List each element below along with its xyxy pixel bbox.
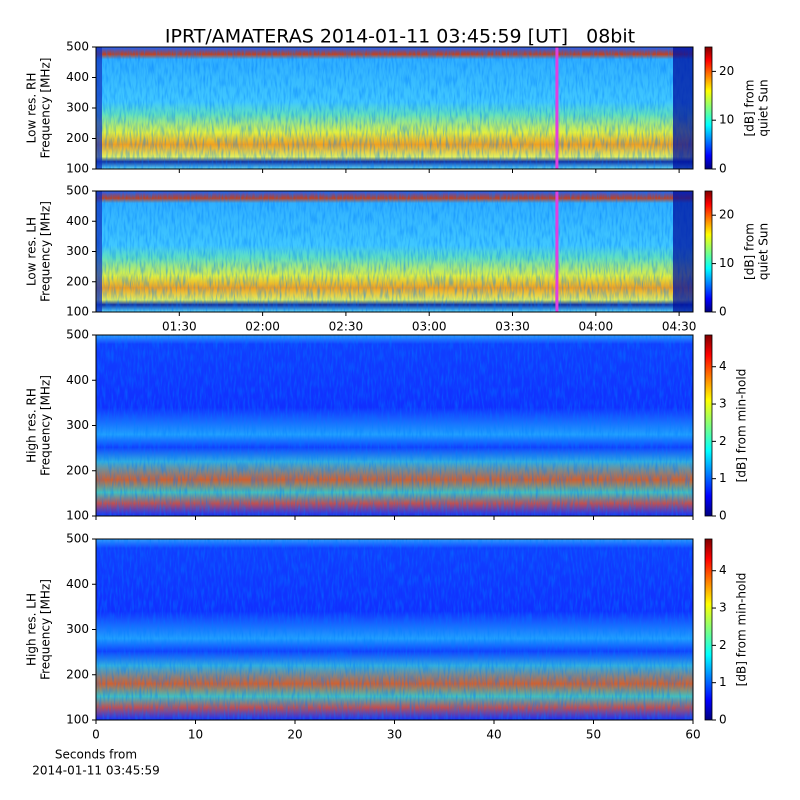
y-tick-label: 100 [66, 509, 89, 523]
y-tick-label: 400 [66, 70, 89, 84]
colorbar-tick-label: 2 [719, 638, 727, 652]
y-axis-label: High res. RH [25, 388, 39, 463]
colorbar-tick-label: 4 [719, 359, 727, 373]
colorbar-label: [dB] from min-hold [735, 369, 749, 483]
colorbar-tick-label: 20 [719, 64, 734, 78]
colorbar-tick-label: 0 [719, 162, 727, 176]
colorbar-label: quiet Sun [757, 223, 771, 280]
y-axis-label: Frequency [MHz] [39, 375, 53, 476]
y-tick-label: 200 [66, 274, 89, 288]
y-tick-label: 200 [66, 463, 89, 477]
colorbar [704, 46, 713, 170]
x-tick-label: 10 [188, 728, 203, 742]
y-axis-label: Low res. RH [25, 73, 39, 144]
x-tick-label: 01:30 [162, 320, 197, 334]
colorbar-label: [dB] from min-hold [735, 573, 749, 687]
y-axis-label: Frequency [MHz] [39, 58, 53, 159]
y-tick-label: 100 [66, 305, 89, 319]
colorbar-tick-label: 4 [719, 563, 727, 577]
y-tick-label: 300 [66, 622, 89, 636]
x-tick-label: 04:30 [662, 320, 697, 334]
y-tick-label: 300 [66, 418, 89, 432]
y-tick-label: 300 [66, 101, 89, 115]
edge-band [673, 191, 693, 312]
x-tick-label: 50 [586, 728, 601, 742]
y-tick-label: 100 [66, 162, 89, 176]
x-tick-label: 60 [685, 728, 700, 742]
spectrogram-noise [96, 47, 693, 169]
colorbar-tick-label: 1 [719, 675, 727, 689]
colorbar-tick-label: 10 [719, 256, 734, 270]
x-tick-label: 02:00 [245, 320, 280, 334]
title: IPRT/AMATERAS 2014-01-11 03:45:59 [UT] 0… [165, 26, 635, 48]
x-tick-label: 0 [92, 728, 100, 742]
x-axis-label: 2014-01-11 03:45:59 [32, 764, 159, 778]
y-tick-label: 400 [66, 577, 89, 591]
colorbar [704, 334, 713, 517]
x-tick-label: 02:30 [329, 320, 364, 334]
colorbar-tick-label: 10 [719, 113, 734, 127]
y-tick-label: 500 [66, 328, 89, 342]
colorbar [704, 538, 713, 721]
x-tick-label: 03:30 [495, 320, 530, 334]
y-tick-label: 500 [66, 40, 89, 54]
colorbar-label: [dB] from [743, 223, 757, 280]
spectrogram-noise [96, 335, 693, 516]
spectrogram-noise [96, 191, 693, 312]
y-tick-label: 400 [66, 214, 89, 228]
y-tick-label: 100 [66, 713, 89, 727]
y-tick-label: 500 [66, 184, 89, 198]
x-tick-label: 20 [287, 728, 302, 742]
colorbar-tick-label: 0 [719, 305, 727, 319]
colorbar-label: quiet Sun [757, 79, 771, 136]
y-tick-label: 200 [66, 667, 89, 681]
x-axis-label: Seconds from [55, 748, 137, 762]
colorbar-tick-label: 20 [719, 208, 734, 222]
colorbar [704, 190, 713, 313]
x-tick-label: 04:00 [579, 320, 614, 334]
colorbar-label: [dB] from [743, 80, 757, 137]
y-axis-label: Frequency [MHz] [39, 579, 53, 680]
y-tick-label: 200 [66, 131, 89, 145]
y-tick-label: 300 [66, 244, 89, 258]
x-tick-label: 30 [387, 728, 402, 742]
y-axis-label: Frequency [MHz] [39, 201, 53, 302]
spectrogram-noise [96, 539, 693, 720]
edge-band [96, 47, 102, 169]
edge-band [96, 191, 102, 312]
colorbar-tick-label: 3 [719, 397, 727, 411]
colorbar-tick-label: 0 [719, 509, 727, 523]
y-axis-label: High res. LH [25, 593, 39, 666]
x-tick-label: 03:00 [412, 320, 447, 334]
edge-band [673, 47, 693, 169]
y-tick-label: 500 [66, 532, 89, 546]
y-tick-label: 400 [66, 373, 89, 387]
colorbar-tick-label: 3 [719, 601, 727, 615]
colorbar-tick-label: 0 [719, 713, 727, 727]
colorbar-tick-label: 2 [719, 434, 727, 448]
x-tick-label: 40 [486, 728, 501, 742]
colorbar-tick-label: 1 [719, 471, 727, 485]
y-axis-label: Low res. LH [25, 217, 39, 286]
